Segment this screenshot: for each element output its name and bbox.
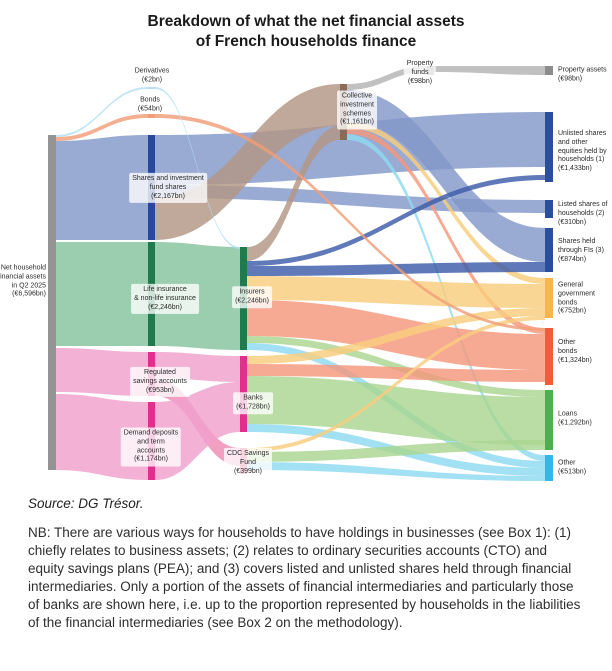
node-demand — [148, 402, 155, 480]
flow-banks-loans — [247, 376, 545, 445]
node-cis — [340, 84, 347, 140]
source-note: Source: DG Trésor. — [28, 496, 144, 511]
flow-regulated-banks — [155, 352, 240, 382]
flow-insurers-cis — [247, 126, 340, 261]
flow-insurers-unlisted — [247, 175, 545, 266]
flow-cis-otherbonds — [347, 128, 545, 334]
node-otherbonds — [545, 328, 553, 385]
flow-net-bonds — [56, 114, 148, 141]
flow-insurers-sharesfis — [247, 262, 545, 276]
node-passets — [545, 66, 553, 75]
node-cdc — [240, 448, 247, 474]
flow-cdc-other — [247, 462, 545, 481]
flow-net-life — [56, 242, 148, 346]
node-insurers — [240, 247, 247, 350]
flow-cdc-loans — [247, 440, 545, 462]
flow-life-insurers — [155, 242, 240, 350]
node-listed — [545, 200, 553, 218]
flow-net-demand — [56, 394, 148, 480]
flow-cis-sharesfis — [347, 90, 545, 262]
flow-bonds-otherbonds — [155, 114, 545, 331]
node-other — [545, 455, 553, 481]
node-pfunds — [427, 66, 434, 75]
flow-insurers-loans — [247, 336, 545, 397]
node-life — [148, 242, 155, 346]
node-unlisted — [545, 112, 553, 182]
flow-net-shares — [56, 135, 148, 240]
node-sharesfis — [545, 228, 553, 272]
node-loans — [545, 390, 553, 450]
flow-cis-govbonds — [347, 122, 545, 284]
node-bonds — [148, 114, 155, 118]
flow-banks-otherbonds — [247, 364, 545, 382]
nb-note: NB: There are various ways for household… — [28, 525, 581, 630]
node-govbonds — [545, 278, 553, 318]
flow-pfunds-passets — [434, 66, 545, 75]
node-banks — [240, 356, 247, 432]
node-net — [48, 135, 56, 470]
flow-cdc-govbonds — [247, 316, 545, 452]
flow-banks-govbonds — [247, 308, 545, 364]
flow-derivatives-insurers — [155, 87, 240, 249]
flow-net-derivatives — [56, 87, 148, 137]
sankey-diagram: Net household financial assets in Q2 202… — [0, 57, 607, 481]
node-derivatives — [148, 87, 155, 89]
flow-insurers-govbonds — [247, 276, 545, 308]
node-shares — [148, 135, 155, 240]
flow-net-regulated — [56, 348, 148, 396]
node-regulated — [148, 352, 155, 396]
chart-title: Breakdown of what the net financial asse… — [147, 13, 465, 51]
flow-cis-pfunds — [347, 66, 427, 90]
